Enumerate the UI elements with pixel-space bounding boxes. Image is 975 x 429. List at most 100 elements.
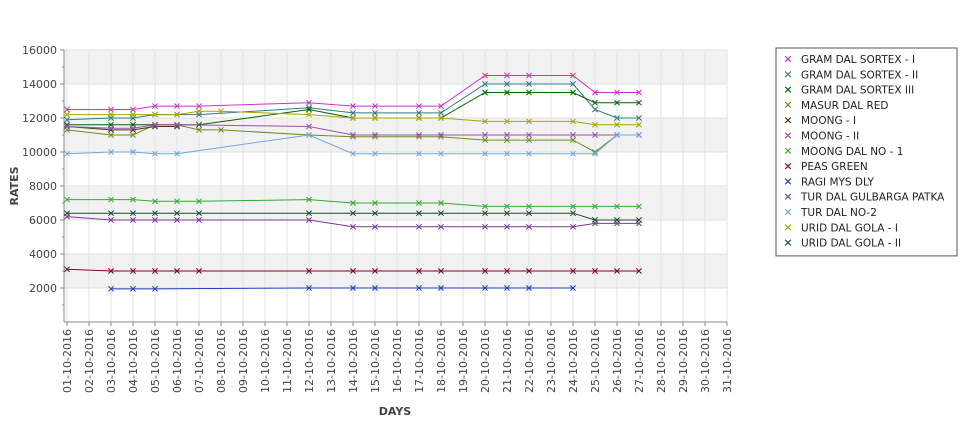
data-point-marker (416, 150, 422, 157)
x-tick-label: 06-10-2016 (171, 329, 184, 393)
data-point-marker (152, 217, 158, 223)
data-point-marker (482, 118, 488, 125)
data-point-marker (64, 111, 70, 118)
data-point-marker (504, 268, 510, 274)
legend-marker (784, 193, 792, 200)
plot-band (64, 50, 727, 84)
data-point-marker (130, 210, 136, 217)
data-point-marker (570, 118, 576, 125)
data-point-marker (108, 149, 114, 155)
data-point-marker (372, 200, 378, 206)
y-tick-label: 2000 (29, 282, 57, 295)
x-tick-label: 08-10-2016 (215, 329, 228, 393)
data-point-marker (372, 285, 378, 291)
data-point-marker (108, 196, 114, 203)
x-tick-label: 10-10-2016 (259, 329, 272, 393)
data-point-marker (636, 217, 642, 223)
data-point-marker (636, 89, 642, 96)
series-group (64, 266, 642, 274)
legend: GRAM DAL SORTEX - I GRAM DAL SORTEX - II G… (775, 47, 958, 257)
data-point-marker (636, 268, 642, 274)
x-tick-label: 13-10-2016 (325, 329, 338, 393)
data-point-marker (350, 268, 356, 274)
x-tick-label: 26-10-2016 (611, 329, 624, 393)
series-line (66, 216, 639, 228)
y-tick-label: 6000 (29, 214, 57, 227)
data-point-marker (570, 268, 576, 274)
data-point-marker (64, 116, 70, 123)
legend-marker (784, 101, 792, 109)
data-point-marker (438, 115, 444, 121)
data-point-marker (306, 111, 312, 118)
data-point-marker (372, 210, 378, 217)
data-point-marker (152, 150, 158, 157)
legend-marker (784, 55, 792, 63)
legend-label: MOONG - I (801, 115, 856, 127)
legend-marker (784, 208, 792, 216)
data-point-marker (636, 115, 642, 121)
data-point-marker (306, 210, 312, 217)
x-axis-ticks: 01-10-2016 02-10-2016 03-10-2016 04-10-2016… (61, 322, 734, 393)
data-point-marker (482, 210, 488, 217)
legend-label: GRAM DAL SORTEX - I (801, 54, 915, 66)
data-point-marker (482, 150, 488, 157)
x-tick-label: 12-10-2016 (303, 329, 316, 393)
y-tick-label: 14000 (22, 78, 57, 91)
data-point-marker (218, 108, 224, 115)
data-point-marker (108, 210, 114, 217)
legend-label: PEAS GREEN (801, 161, 868, 173)
data-point-marker (570, 132, 576, 138)
x-tick-label: 04-10-2016 (127, 329, 140, 393)
data-point-marker (108, 125, 114, 132)
data-point-marker (130, 106, 136, 113)
data-point-marker (108, 268, 114, 274)
data-point-marker (592, 99, 598, 106)
data-point-marker (152, 210, 158, 217)
x-tick-label: 15-10-2016 (369, 329, 382, 393)
data-point-marker (504, 89, 510, 96)
data-point-marker (526, 132, 532, 138)
y-tick-label: 10000 (22, 146, 57, 159)
legend-marker (784, 239, 792, 246)
series-group (64, 132, 642, 157)
data-point-marker (570, 150, 576, 157)
x-tick-label: 29-10-2016 (677, 329, 690, 393)
data-point-marker (416, 285, 422, 291)
data-point-marker (174, 121, 180, 128)
data-point-marker (416, 132, 422, 138)
data-point-marker (526, 150, 532, 157)
x-tick-label: 27-10-2016 (633, 329, 646, 393)
series-lines (64, 72, 642, 292)
data-point-marker (108, 132, 114, 138)
data-point-marker (350, 103, 356, 110)
series-line (67, 199, 639, 207)
data-point-marker (196, 210, 202, 217)
data-point-marker (350, 285, 356, 291)
data-point-marker (372, 103, 378, 110)
data-point-marker (306, 217, 312, 223)
legend-label: URID DAL GOLA - I (801, 222, 898, 234)
data-point-marker (636, 132, 642, 138)
data-point-marker (570, 223, 576, 230)
data-point-marker (570, 210, 576, 217)
data-point-marker (64, 106, 70, 113)
data-point-marker (570, 81, 576, 87)
x-tick-label: 17-10-2016 (413, 329, 426, 393)
data-point-marker (64, 196, 70, 203)
legend-label: GRAM DAL SORTEX III (801, 85, 914, 97)
x-tick-label: 21-10-2016 (501, 329, 514, 393)
legend-label: TUR DAL GULBARGA PATKA (800, 192, 945, 204)
data-point-marker (526, 203, 532, 210)
data-point-marker (174, 198, 180, 205)
x-tick-label: 25-10-2016 (589, 329, 602, 393)
data-point-marker (526, 89, 532, 96)
data-point-marker (306, 123, 312, 130)
series-line (66, 83, 639, 121)
data-point-marker (504, 223, 510, 230)
series-line (66, 268, 639, 272)
data-point-marker (504, 132, 510, 138)
data-point-marker (152, 111, 158, 118)
x-tick-label: 11-10-2016 (281, 329, 294, 393)
data-point-marker (438, 103, 444, 110)
data-point-marker (174, 217, 180, 223)
